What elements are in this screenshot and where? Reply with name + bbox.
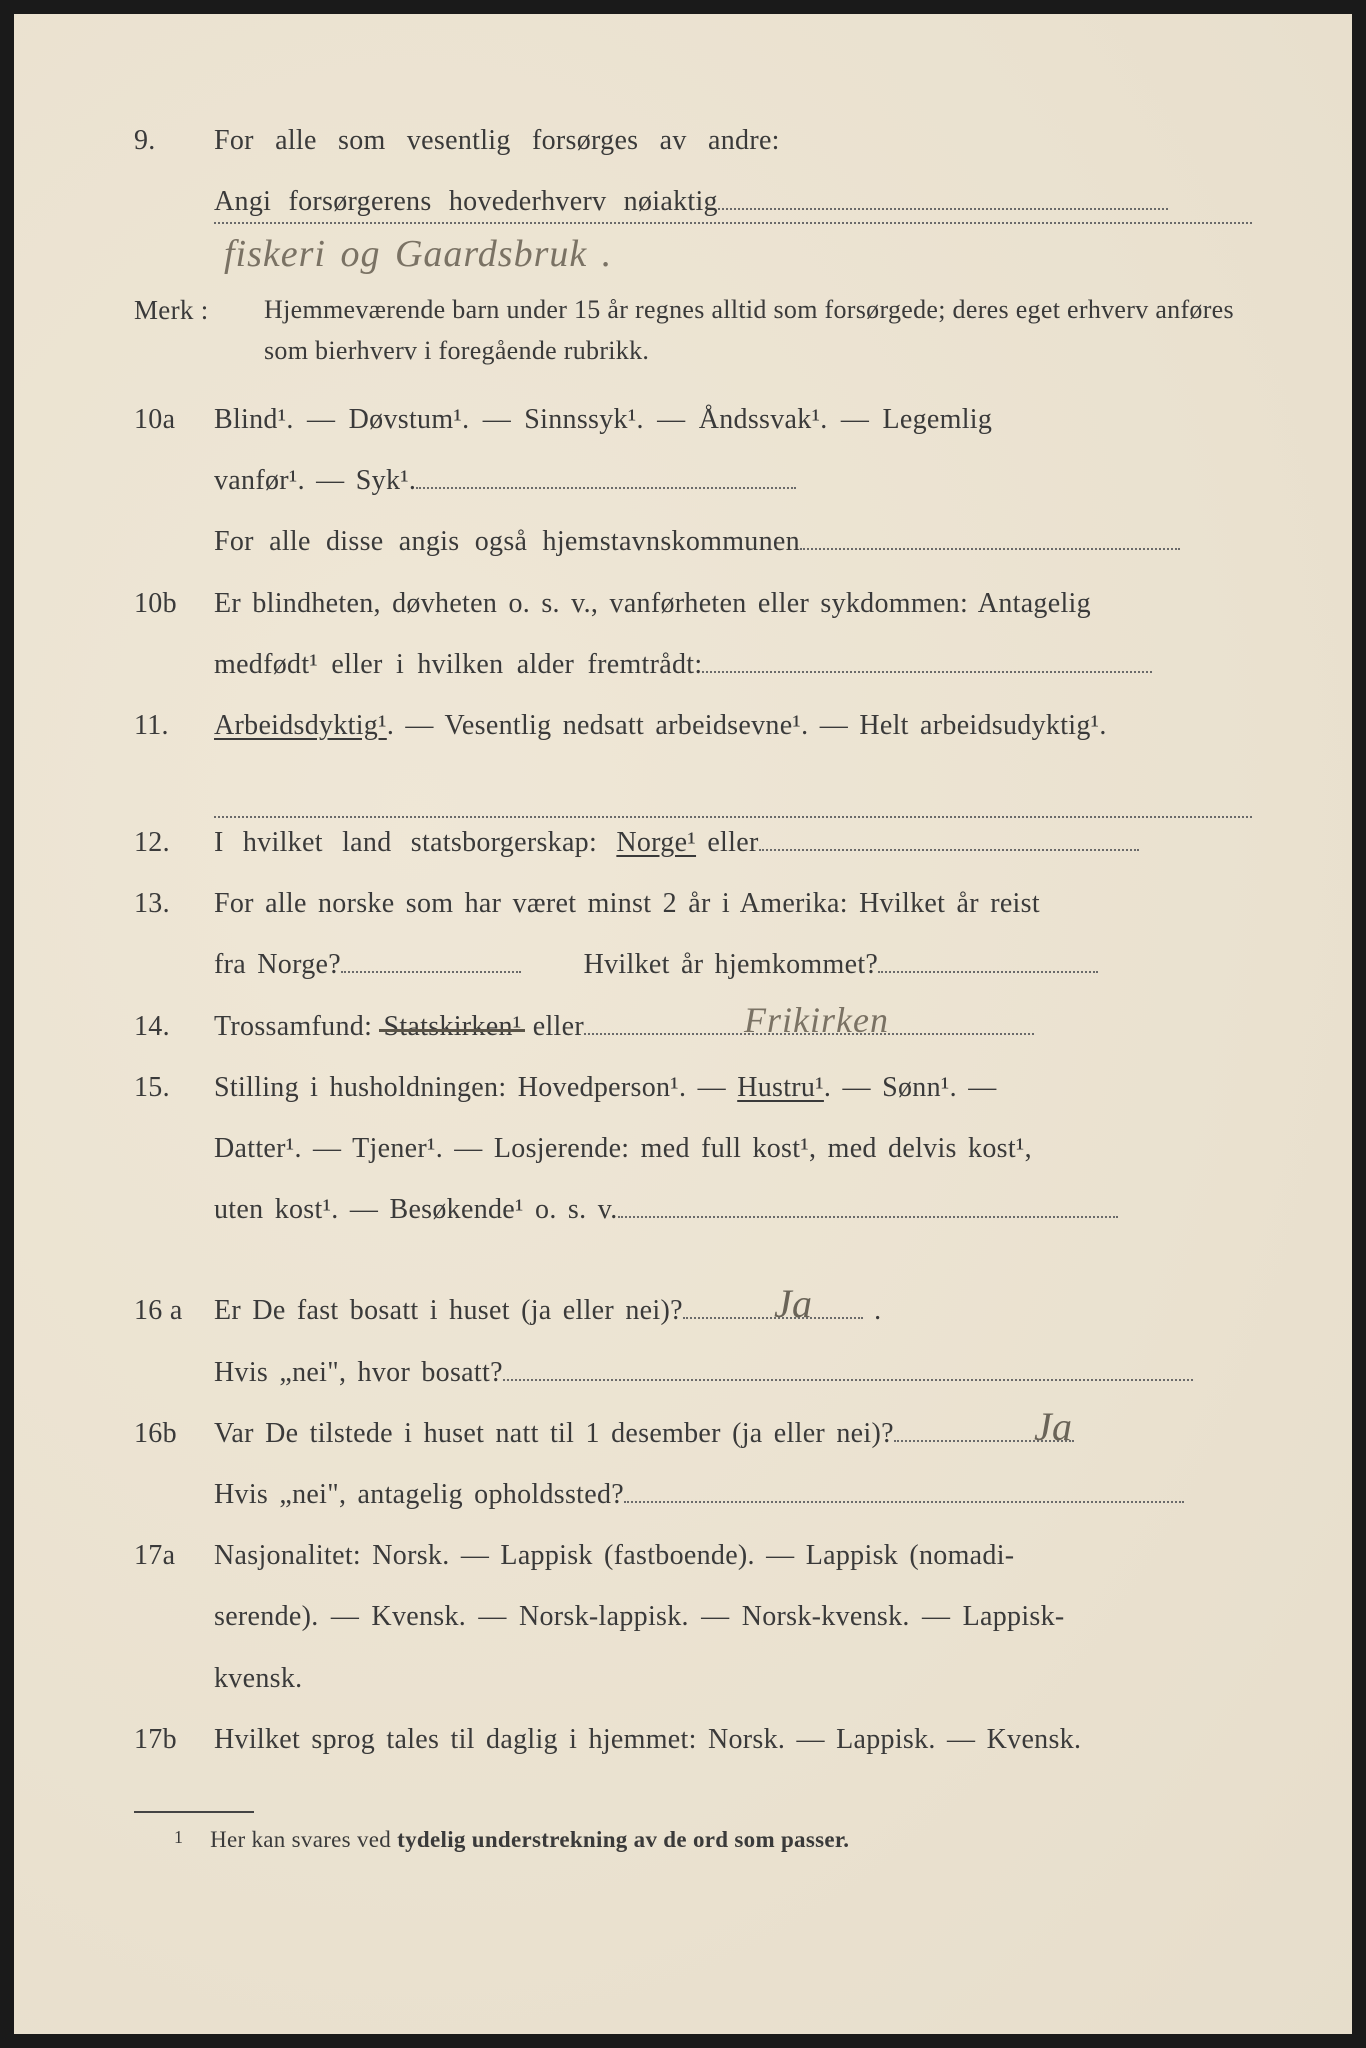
q13-text1: For alle norske som har været minst 2 år… [214, 877, 1252, 930]
footnote-num: 1 [174, 1827, 204, 1848]
q12-fill [759, 823, 1139, 851]
q15-text1a: Stilling i husholdningen: Hovedperson¹. … [214, 1072, 737, 1103]
q16a-text2: Hvis „nei", hvor bosatt? [214, 1357, 503, 1388]
q11-num: 11. [134, 699, 214, 752]
q17a-line3: kvensk. [134, 1652, 1252, 1705]
q10b-num: 10b [134, 577, 214, 630]
q15-num: 15. [134, 1061, 214, 1114]
q16b-text1: Var De tilstede i huset natt til 1 desem… [214, 1418, 894, 1449]
q10a-line1: 10a Blind¹. — Døvstum¹. — Sinnssyk¹. — Å… [134, 393, 1252, 446]
q11-fill [214, 790, 1252, 818]
merk-note: Merk : Hjemmeværende barn under 15 år re… [134, 290, 1252, 371]
q14: 14. Trossamfund: Statskirken¹ eller Frik… [134, 1000, 1252, 1053]
q17a-line1: 17a Nasjonalitet: Norsk. — Lappisk (fast… [134, 1529, 1252, 1582]
q10b-line1: 10b Er blindheten, døvheten o. s. v., va… [134, 577, 1252, 630]
q13-fill1 [341, 945, 521, 973]
q11-line1: 11. Arbeidsdyktig¹. — Vesentlig nedsatt … [134, 699, 1252, 752]
q10a-num: 10a [134, 393, 214, 446]
q13-fill2 [878, 945, 1098, 973]
q10a-text2: vanfør¹. — Syk¹. [214, 465, 416, 496]
q10b-line2: medfødt¹ eller i hvilken alder fremtrådt… [134, 638, 1252, 691]
q12-norge: Norge¹ [616, 827, 696, 858]
q16a-line1: 16 a Er De fast bosatt i huset (ja eller… [134, 1284, 1252, 1337]
q16a-line2: Hvis „nei", hvor bosatt? [134, 1346, 1252, 1399]
q12-pre: I hvilket land statsborgerskap: [214, 827, 616, 858]
q15-line3: uten kost¹. — Besøkende¹ o. s. v. [134, 1183, 1252, 1236]
footnote-rule [134, 1811, 254, 1813]
merk-label: Merk : [134, 290, 264, 371]
q14-pre: Trossamfund: [214, 1011, 383, 1042]
q15-line2: Datter¹. — Tjener¹. — Losjerende: med fu… [134, 1122, 1252, 1175]
merk-text: Hjemmeværende barn under 15 år regnes al… [264, 290, 1252, 371]
q11-rest: . — Vesentlig nedsatt arbeidsevne¹. — He… [387, 710, 1107, 741]
q16a-fill2 [503, 1353, 1193, 1381]
q11-underlined: Arbeidsdyktig¹ [214, 710, 387, 741]
q13-num: 13. [134, 877, 214, 930]
q10b-fill [702, 645, 1152, 673]
footnote-text-a: Her kan svares ved [210, 1827, 397, 1852]
q13-text2a: fra Norge? [214, 949, 341, 980]
q10b-text1: Er blindheten, døvheten o. s. v., vanfør… [214, 577, 1252, 630]
q15-text1b: . — Sønn¹. — [824, 1072, 997, 1103]
q17a-line2: serende). — Kvensk. — Norsk-lappisk. — N… [134, 1590, 1252, 1643]
q17b: 17b Hvilket sprog tales til daglig i hje… [134, 1713, 1252, 1766]
q11-fill-row [134, 760, 1252, 808]
q10a-text1: Blind¹. — Døvstum¹. — Sinnssyk¹. — Åndss… [214, 393, 1252, 446]
q17a-text2: serende). — Kvensk. — Norsk-lappisk. — N… [214, 1590, 1252, 1643]
q10a-text3: For alle disse angis også hjemstavnskomm… [214, 526, 800, 557]
q16b-line1: 16b Var De tilstede i huset natt til 1 d… [134, 1407, 1252, 1460]
q17b-num: 17b [134, 1713, 214, 1766]
q15-text2: Datter¹. — Tjener¹. — Losjerende: med fu… [214, 1122, 1252, 1175]
q12-num: 12. [134, 816, 214, 869]
q15-fill [618, 1190, 1118, 1218]
q10a-line3: For alle disse angis også hjemstavnskomm… [134, 515, 1252, 568]
q9-handwritten: fiskeri og Gaardsbruk . [224, 218, 612, 290]
q13-text2b: Hvilket år hjemkommet? [584, 949, 879, 980]
q9-text1: For alle som vesentlig forsørges av andr… [214, 114, 1252, 167]
q14-post: eller [521, 1011, 584, 1042]
q15-hustru: Hustru¹ [737, 1072, 824, 1103]
q9-handwriting-row: fiskeri og Gaardsbruk . [134, 230, 1252, 278]
q10a-fill2 [800, 522, 1180, 550]
q9-num: 9. [134, 114, 214, 167]
q14-struck: Statskirken¹ [383, 1011, 521, 1042]
q13-line2: fra Norge? Hvilket år hjemkommet? [134, 938, 1252, 991]
q17a-text3: kvensk. [214, 1652, 1252, 1705]
q10b-text2: medfødt¹ eller i hvilken alder fremtrådt… [214, 649, 702, 680]
q16a-handwritten: Ja [774, 1266, 812, 1342]
q14-num: 14. [134, 1000, 214, 1053]
q15-text3: uten kost¹. — Besøkende¹ o. s. v. [214, 1194, 618, 1225]
footnote: 1 Her kan svares ved tydelig understrekn… [134, 1827, 1252, 1853]
q10a-fill [416, 461, 796, 489]
q17b-text: Hvilket sprog tales til daglig i hjemmet… [214, 1713, 1252, 1766]
q10a-line2: vanfør¹. — Syk¹. [134, 454, 1252, 507]
q9-line1: 9. For alle som vesentlig forsørges av a… [134, 114, 1252, 167]
q16a-fill1 [683, 1291, 863, 1319]
q17a-text1: Nasjonalitet: Norsk. — Lappisk (fastboen… [214, 1529, 1252, 1582]
q16a-text1: Er De fast bosatt i huset (ja eller nei)… [214, 1295, 683, 1326]
q12-post: eller [696, 827, 759, 858]
q16b-text2: Hvis „nei", antagelig opholdssted? [214, 1479, 624, 1510]
q16b-handwritten: Ja [1034, 1389, 1072, 1465]
q15-line1: 15. Stilling i husholdningen: Hovedperso… [134, 1061, 1252, 1114]
q13-line1: 13. For alle norske som har været minst … [134, 877, 1252, 930]
census-form-page: 9. For alle som vesentlig forsørges av a… [14, 14, 1352, 2034]
q16a-num: 16 a [134, 1284, 214, 1337]
q14-handwritten: Frikirken [744, 986, 889, 1054]
q16b-fill2 [624, 1475, 1184, 1503]
q17a-num: 17a [134, 1529, 214, 1582]
footnote-text-b: tydelig understrekning av de ord som pas… [397, 1827, 849, 1852]
q16b-line2: Hvis „nei", antagelig opholdssted? [134, 1468, 1252, 1521]
q12: 12. I hvilket land statsborgerskap: Norg… [134, 816, 1252, 869]
q16b-num: 16b [134, 1407, 214, 1460]
